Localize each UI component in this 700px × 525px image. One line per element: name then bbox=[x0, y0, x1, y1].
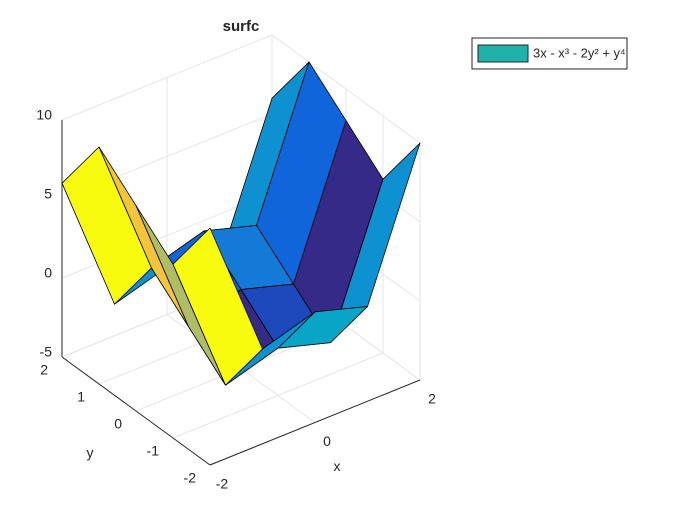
x-axis-label: x bbox=[334, 458, 341, 474]
surface bbox=[61, 61, 421, 386]
y-axis-label: y bbox=[87, 445, 94, 461]
x-tick-label: -2 bbox=[216, 476, 229, 492]
legend-label: 3x - x³ - 2y² + y⁴ bbox=[533, 45, 626, 60]
y-tick-label: -2 bbox=[184, 470, 197, 486]
x-tick-label: 2 bbox=[428, 391, 436, 407]
y-tick-label: -1 bbox=[147, 443, 160, 459]
z-tick-label: -5 bbox=[40, 344, 53, 360]
z-tick-label: 10 bbox=[36, 107, 52, 123]
chart-title: surfc bbox=[223, 18, 260, 35]
legend-swatch bbox=[477, 44, 529, 63]
x-axis bbox=[209, 379, 421, 466]
z-tick-label: 5 bbox=[44, 186, 52, 202]
y-tick-label: 1 bbox=[77, 389, 85, 405]
y-tick-label: 0 bbox=[114, 416, 122, 432]
y-tick-label: 2 bbox=[40, 362, 48, 378]
axis-labels: -5 0 5 10 -2 0 2 -2 -1 0 1 2 x y bbox=[36, 107, 436, 492]
surface-face bbox=[172, 227, 263, 386]
y-axis bbox=[61, 356, 211, 466]
x-tick-label: 0 bbox=[323, 433, 331, 449]
legend: 3x - x³ - 2y² + y⁴ bbox=[471, 37, 628, 70]
z-tick-label: 0 bbox=[44, 265, 52, 281]
